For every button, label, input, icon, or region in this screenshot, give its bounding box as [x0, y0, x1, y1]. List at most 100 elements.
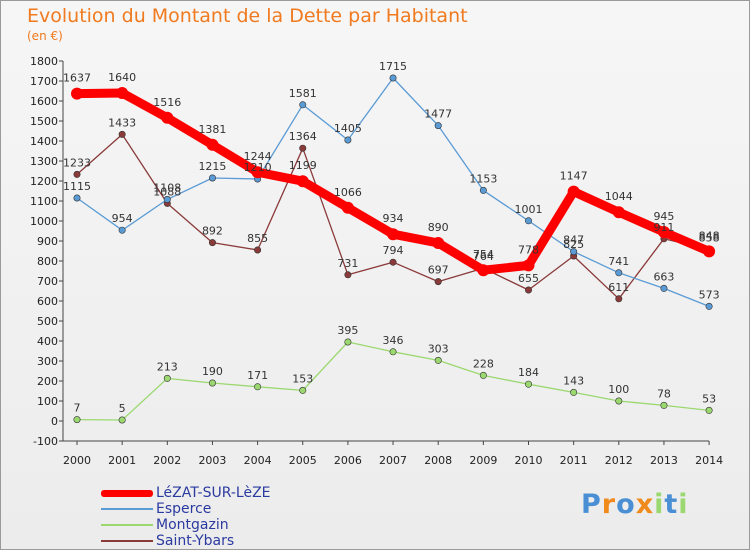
legend-label-saint-ybars: Saint-Ybars [156, 533, 235, 549]
data-label-lezat: 1637 [63, 72, 91, 85]
data-point-montgazin [389, 348, 397, 356]
legend-swatch-esperce [101, 508, 153, 510]
legend-swatch-lezat [101, 490, 153, 497]
data-label-esperce: 663 [653, 270, 674, 283]
data-label-saint-ybars: 911 [653, 221, 674, 234]
logo-letter: x [635, 489, 655, 520]
legend-item-montgazin: Montgazin [101, 517, 331, 533]
data-label-lezat: 1066 [334, 186, 362, 199]
y-tick-label: 800 [37, 255, 58, 268]
data-point-montgazin [208, 379, 216, 387]
y-tick-label: 400 [37, 335, 58, 348]
data-point-lezat [612, 206, 625, 219]
data-label-esperce: 1215 [198, 160, 226, 173]
data-point-esperce [434, 122, 442, 130]
data-point-esperce [344, 136, 352, 144]
data-label-montgazin: 395 [337, 324, 358, 337]
data-label-montgazin: 153 [292, 372, 313, 385]
legend: LéZAT-SUR-LèZE Esperce Montgazin Saint-Y… [101, 485, 331, 549]
data-label-lezat: 934 [383, 212, 404, 225]
x-tick-label: 2012 [605, 454, 633, 467]
x-tick-label: 2014 [695, 454, 723, 467]
data-label-montgazin: 213 [157, 360, 178, 373]
unit-label: (en €) [27, 29, 63, 43]
data-label-esperce: 1108 [153, 181, 181, 194]
legend-item-lezat: LéZAT-SUR-LèZE [101, 485, 331, 501]
data-point-lezat [341, 201, 354, 214]
data-point-saint-ybars [299, 144, 307, 152]
data-point-esperce [479, 186, 487, 194]
data-label-esperce: 1715 [379, 60, 407, 73]
data-point-saint-ybars [524, 286, 532, 294]
data-label-montgazin: 228 [473, 357, 494, 370]
y-tick-label: 600 [37, 295, 58, 308]
data-point-saint-ybars [254, 246, 262, 254]
data-point-montgazin [73, 416, 81, 424]
data-label-montgazin: 143 [563, 374, 584, 387]
data-label-lezat: 778 [518, 243, 539, 256]
legend-label-esperce: Esperce [156, 501, 212, 517]
data-label-lezat: 1199 [289, 159, 317, 172]
data-point-lezat [567, 185, 580, 198]
legend-item-esperce: Esperce [101, 501, 331, 517]
data-label-saint-ybars: 1233 [63, 156, 91, 169]
data-point-montgazin [524, 380, 532, 388]
data-point-montgazin [163, 374, 171, 382]
data-label-esperce: 1210 [244, 161, 272, 174]
logo-letter: i [678, 489, 689, 520]
data-label-lezat: 1516 [153, 96, 181, 109]
y-tick-label: 1000 [30, 215, 58, 228]
y-tick-label: 1700 [30, 75, 58, 88]
y-tick-label: 300 [37, 355, 58, 368]
data-point-montgazin [570, 388, 578, 396]
data-label-montgazin: 346 [383, 334, 404, 347]
data-point-saint-ybars [434, 278, 442, 286]
x-tick-labels: 2000 2001 2002 2003 2004 2005 2006 2007 2008 2009… [63, 454, 723, 467]
data-label-esperce: 573 [699, 288, 720, 301]
data-label-lezat: 754 [473, 248, 494, 261]
data-point-montgazin [705, 406, 713, 414]
data-label-esperce: 847 [563, 234, 584, 247]
data-point-esperce [208, 174, 216, 182]
y-tick-label: 700 [37, 275, 58, 288]
data-point-saint-ybars [73, 170, 81, 178]
data-label-montgazin: 5 [119, 402, 126, 415]
data-label-saint-ybars: 1088 [153, 185, 181, 198]
data-point-lezat [387, 228, 400, 241]
legend-item-saint-ybars: Saint-Ybars [101, 533, 331, 549]
data-point-saint-ybars [118, 130, 126, 138]
data-label-montgazin: 7 [74, 402, 81, 415]
legend-swatch-saint-ybars [101, 540, 153, 542]
data-label-saint-ybars: 892 [202, 225, 223, 238]
data-point-esperce [163, 195, 171, 203]
data-point-montgazin [615, 397, 623, 405]
x-tick-label: 2003 [198, 454, 226, 467]
data-point-esperce [524, 217, 532, 225]
x-tick-label: 2004 [244, 454, 272, 467]
data-label-montgazin: 184 [518, 366, 539, 379]
data-point-esperce [299, 101, 307, 109]
data-label-saint-ybars: 697 [428, 264, 449, 277]
data-point-lezat [522, 259, 535, 272]
data-label-lezat: 1381 [198, 123, 226, 136]
x-tick-label: 2002 [153, 454, 181, 467]
data-label-montgazin: 303 [428, 342, 449, 355]
data-point-saint-ybars [389, 258, 397, 266]
data-label-saint-ybars: 825 [563, 238, 584, 251]
x-tick-label: 2011 [560, 454, 588, 467]
data-point-esperce [389, 74, 397, 82]
data-label-saint-ybars: 855 [247, 232, 268, 245]
data-point-saint-ybars [208, 239, 216, 247]
data-labels: 7 5 213 190 171 153 395 346 303 228 184 143 100 78 53 1… [63, 60, 720, 415]
y-tick-label: 900 [37, 235, 58, 248]
data-label-esperce: 1405 [334, 122, 362, 135]
data-label-esperce: 1115 [63, 180, 91, 193]
x-tick-label: 2008 [424, 454, 452, 467]
data-point-lezat [657, 226, 670, 238]
data-point-montgazin [479, 371, 487, 379]
data-label-esperce: 954 [112, 212, 133, 225]
data-point-montgazin [344, 338, 352, 346]
y-tick-label: 1200 [30, 175, 58, 188]
